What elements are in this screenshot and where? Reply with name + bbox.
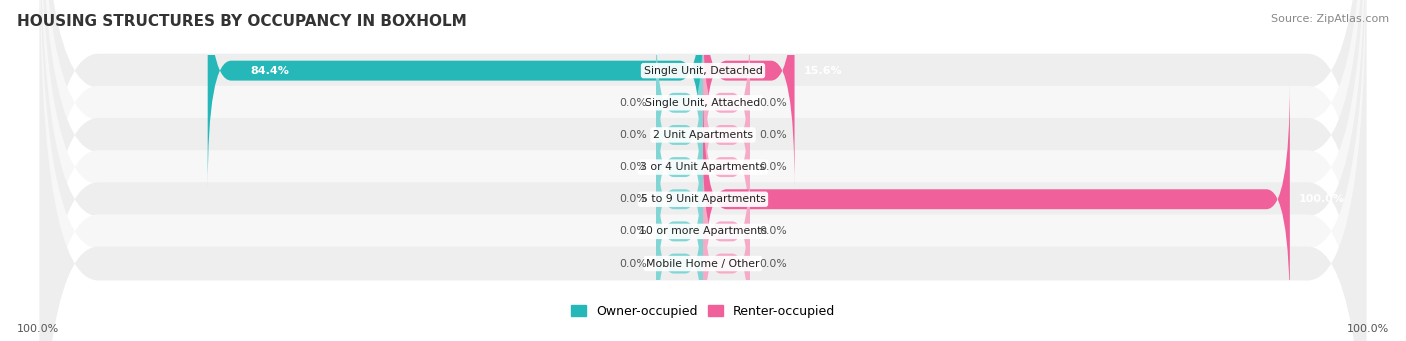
Text: Single Unit, Attached: Single Unit, Attached	[645, 98, 761, 108]
Text: 0.0%: 0.0%	[620, 130, 647, 140]
Text: 0.0%: 0.0%	[759, 258, 786, 269]
FancyBboxPatch shape	[657, 113, 703, 286]
FancyBboxPatch shape	[657, 177, 703, 341]
FancyBboxPatch shape	[703, 80, 749, 254]
Text: 2 Unit Apartments: 2 Unit Apartments	[652, 130, 754, 140]
FancyBboxPatch shape	[703, 16, 749, 189]
FancyBboxPatch shape	[39, 0, 1367, 341]
Text: 0.0%: 0.0%	[759, 226, 786, 236]
Text: 84.4%: 84.4%	[250, 65, 288, 76]
Text: HOUSING STRUCTURES BY OCCUPANCY IN BOXHOLM: HOUSING STRUCTURES BY OCCUPANCY IN BOXHO…	[17, 14, 467, 29]
FancyBboxPatch shape	[657, 16, 703, 189]
FancyBboxPatch shape	[208, 0, 703, 189]
FancyBboxPatch shape	[657, 145, 703, 318]
Text: 3 or 4 Unit Apartments: 3 or 4 Unit Apartments	[641, 162, 765, 172]
FancyBboxPatch shape	[703, 145, 749, 318]
FancyBboxPatch shape	[39, 0, 1367, 341]
Text: Mobile Home / Other: Mobile Home / Other	[647, 258, 759, 269]
FancyBboxPatch shape	[703, 177, 749, 341]
FancyBboxPatch shape	[39, 0, 1367, 341]
FancyBboxPatch shape	[703, 80, 1289, 318]
FancyBboxPatch shape	[703, 48, 749, 221]
Text: 0.0%: 0.0%	[620, 162, 647, 172]
Text: 0.0%: 0.0%	[759, 98, 786, 108]
Text: 0.0%: 0.0%	[759, 130, 786, 140]
Text: 0.0%: 0.0%	[620, 226, 647, 236]
Text: 0.0%: 0.0%	[620, 258, 647, 269]
Legend: Owner-occupied, Renter-occupied: Owner-occupied, Renter-occupied	[567, 300, 839, 323]
Text: 0.0%: 0.0%	[620, 98, 647, 108]
Text: 0.0%: 0.0%	[759, 162, 786, 172]
FancyBboxPatch shape	[703, 0, 794, 189]
Text: 10 or more Apartments: 10 or more Apartments	[638, 226, 768, 236]
FancyBboxPatch shape	[657, 48, 703, 221]
Text: 100.0%: 100.0%	[1347, 324, 1389, 334]
FancyBboxPatch shape	[657, 80, 703, 254]
Text: 15.6%: 15.6%	[803, 65, 842, 76]
Text: 100.0%: 100.0%	[17, 324, 59, 334]
FancyBboxPatch shape	[39, 0, 1367, 341]
FancyBboxPatch shape	[39, 0, 1367, 341]
Text: 5 to 9 Unit Apartments: 5 to 9 Unit Apartments	[641, 194, 765, 204]
Text: 0.0%: 0.0%	[620, 194, 647, 204]
Text: 100.0%: 100.0%	[1299, 194, 1344, 204]
FancyBboxPatch shape	[39, 0, 1367, 341]
Text: Single Unit, Detached: Single Unit, Detached	[644, 65, 762, 76]
Text: Source: ZipAtlas.com: Source: ZipAtlas.com	[1271, 14, 1389, 24]
FancyBboxPatch shape	[39, 0, 1367, 341]
